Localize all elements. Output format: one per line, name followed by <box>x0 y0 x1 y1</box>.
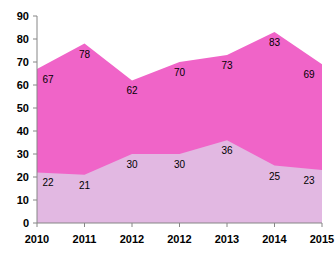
y-tick-label: 50 <box>17 102 29 114</box>
y-tick <box>33 16 37 17</box>
x-tick <box>179 223 180 227</box>
y-tick-label: 10 <box>17 194 29 206</box>
y-tick-label: 0 <box>23 217 29 229</box>
y-tick-label: 70 <box>17 56 29 68</box>
y-tick <box>33 131 37 132</box>
x-tick <box>322 223 323 227</box>
chart: 0 10 20 30 40 50 60 70 80 90 2010 2011 2012 2012 2013 2… <box>0 0 335 261</box>
y-tick <box>33 200 37 201</box>
data-label: 62 <box>126 85 138 96</box>
y-tick <box>33 39 37 40</box>
data-label: 69 <box>303 69 315 80</box>
x-tick-label: 2015 <box>310 233 334 245</box>
area <box>37 32 322 223</box>
data-label: 25 <box>269 171 281 182</box>
data-label: 30 <box>174 159 186 170</box>
data-label: 23 <box>303 175 315 186</box>
x-tick <box>37 223 38 227</box>
area <box>37 140 322 223</box>
y-axis <box>37 16 38 223</box>
x-tick-label: 2011 <box>73 233 97 245</box>
y-tick-label: 30 <box>17 148 29 160</box>
chart-container: 0 10 20 30 40 50 60 70 80 90 2010 2011 2012 2012 2013 2… <box>0 0 335 261</box>
data-label: 70 <box>174 67 186 78</box>
y-tick <box>33 177 37 178</box>
areas <box>37 32 322 223</box>
x-tick <box>132 223 133 227</box>
y-tick <box>33 223 37 224</box>
data-label: 78 <box>79 49 91 60</box>
x-tick <box>274 223 275 227</box>
y-tick <box>33 62 37 63</box>
y-tick <box>33 108 37 109</box>
x-tick-label: 2012 <box>120 233 144 245</box>
x-tick-label: 2010 <box>25 233 49 245</box>
data-label: 30 <box>126 159 138 170</box>
data-label: 36 <box>221 145 233 156</box>
y-tick <box>33 154 37 155</box>
y-tick <box>33 85 37 86</box>
x-tick-label: 2014 <box>262 233 287 245</box>
data-label: 83 <box>269 37 281 48</box>
x-tick <box>84 223 85 227</box>
data-label: 22 <box>42 177 54 188</box>
y-tick-label: 40 <box>17 125 29 137</box>
y-tick-label: 20 <box>17 171 29 183</box>
x-tick-label: 2013 <box>215 233 239 245</box>
y-tick-label: 80 <box>17 33 29 45</box>
y-tick-label: 90 <box>17 10 29 22</box>
x-tick-label: 2012 <box>167 233 191 245</box>
x-tick <box>227 223 228 227</box>
data-label: 73 <box>221 60 233 71</box>
data-label: 67 <box>42 74 54 85</box>
y-tick-label: 60 <box>17 79 29 91</box>
data-label: 21 <box>79 180 91 191</box>
